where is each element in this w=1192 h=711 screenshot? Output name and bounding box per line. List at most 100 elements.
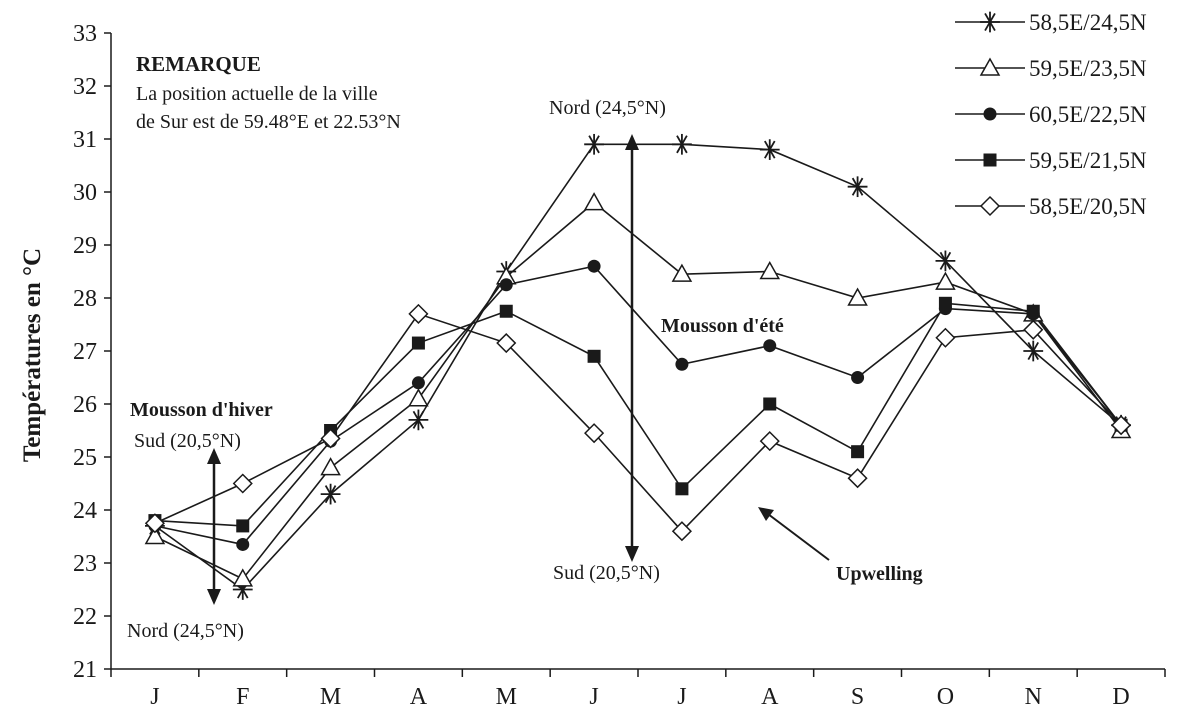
y-tick-label: 23 — [73, 551, 97, 577]
series-5-point — [232, 473, 253, 494]
legend-item: 59,5E/23,5N — [955, 56, 1147, 81]
x-tick-label: O — [937, 684, 954, 710]
y-tick-label: 32 — [73, 74, 97, 100]
legend-label: 59,5E/21,5N — [1029, 148, 1147, 173]
legend-marker — [979, 57, 1001, 76]
series-3-point — [499, 278, 513, 292]
series-1-point — [672, 133, 692, 155]
x-tick-label: J — [150, 684, 159, 710]
legend-marker — [980, 11, 1000, 33]
series-1-point — [847, 176, 868, 198]
legend-marker — [979, 195, 1001, 217]
series-1-point — [759, 139, 780, 160]
series-5-point — [1111, 415, 1132, 436]
series-2-point — [408, 388, 429, 407]
series-lines — [154, 143, 1122, 591]
series-line-3 — [154, 265, 1122, 546]
series-2-point — [144, 525, 166, 545]
series-5-point — [1023, 319, 1044, 340]
remark-line-1: La position actuelle de la ville — [136, 83, 378, 105]
x-tick-label: F — [236, 684, 249, 710]
legend: 58,5E/24,5N 59,5E/23,5N 60,5E/22,5N 59,5E/2… — [955, 10, 1147, 219]
series-2-point — [671, 263, 693, 282]
legend-label: 58,5E/24,5N — [1029, 10, 1147, 35]
legend-label: 59,5E/23,5N — [1029, 56, 1147, 81]
series-4-point — [938, 296, 952, 310]
series-1-point — [584, 133, 604, 155]
series-2-point — [583, 192, 605, 211]
y-tick-label: 25 — [73, 445, 97, 471]
series-5-point — [847, 468, 868, 489]
winter-double-arrow — [207, 448, 221, 605]
remark-title: REMARQUE — [136, 52, 261, 76]
series-4-point — [763, 397, 777, 411]
summer-monsoon-label: Mousson d'été — [661, 315, 784, 337]
series-5-point — [671, 521, 692, 542]
legend-item: 58,5E/20,5N — [955, 194, 1147, 219]
x-tick-label: J — [677, 684, 686, 710]
series-4-point — [499, 304, 513, 318]
x-tick-label: A — [410, 684, 428, 710]
y-tick-label: 21 — [73, 657, 97, 683]
series-5-point — [320, 428, 341, 449]
series-4-point — [411, 336, 425, 350]
series-2-point — [320, 457, 341, 476]
series-1-point — [935, 250, 956, 272]
series-2-point — [935, 271, 956, 290]
series-3-point — [236, 537, 250, 551]
y-tick-label: 24 — [73, 498, 97, 524]
legend-label: 60,5E/22,5N — [1029, 102, 1147, 127]
series-3-point — [587, 259, 601, 273]
axes: 21 22 23 24 25 26 27 28 29 30 31 32 33 J F M A M J J A S O N D — [73, 21, 1166, 710]
legend-label: 58,5E/20,5N — [1029, 194, 1147, 219]
series-3-point — [763, 339, 777, 353]
legend-marker — [983, 153, 997, 167]
series-1-point — [408, 409, 429, 431]
x-tick-label: J — [589, 684, 598, 710]
y-tick-label: 31 — [73, 127, 97, 153]
legend-marker — [983, 107, 997, 121]
series-4-point — [851, 445, 865, 459]
series-3-point — [851, 371, 865, 384]
series-1-point — [320, 483, 341, 505]
x-tick-label: M — [320, 684, 341, 710]
y-tick-label: 28 — [73, 286, 97, 312]
x-tick-label: N — [1025, 684, 1042, 710]
y-tick-label: 26 — [73, 392, 97, 418]
series-3-point — [411, 376, 425, 390]
series-line-2 — [154, 201, 1122, 580]
summer-double-arrow — [625, 134, 639, 562]
series-5-point — [496, 332, 517, 354]
winter-monsoon-label: Mousson d'hiver — [130, 399, 273, 421]
series-line-4 — [154, 302, 1122, 527]
upwelling-label: Upwelling — [836, 563, 923, 585]
series-4-point — [236, 519, 250, 533]
upwelling-arrow — [758, 507, 830, 561]
winter-south-label: Sud (20,5°N) — [134, 430, 241, 452]
y-axis-title: Températures en °C — [19, 248, 46, 462]
series-5-point — [408, 303, 429, 324]
x-tick-label: A — [761, 684, 779, 710]
y-tick-label: 22 — [73, 604, 97, 630]
legend-item: 60,5E/22,5N — [955, 102, 1147, 127]
series-5-point — [759, 431, 780, 452]
remark-line-2: de Sur est de 59.48°E et 22.53°N — [136, 111, 401, 133]
y-tick-label: 27 — [73, 339, 97, 365]
series-2-point — [847, 287, 868, 306]
series-line-1 — [154, 143, 1122, 591]
series-4-point — [1026, 304, 1040, 318]
series-5-point — [584, 423, 605, 444]
y-tick-label: 29 — [73, 233, 97, 259]
series-2-point — [759, 260, 781, 280]
x-tick-label: S — [851, 684, 864, 710]
series-1-point — [1023, 340, 1044, 362]
series-4-point — [675, 482, 689, 496]
y-tick-label: 30 — [73, 180, 97, 206]
series-markers — [144, 133, 1132, 600]
legend-item: 58,5E/24,5N — [955, 10, 1147, 35]
series-line-5 — [154, 312, 1122, 533]
series-5-point — [935, 327, 956, 348]
y-tick-label: 33 — [73, 21, 97, 47]
summer-north-label: Nord (24,5°N) — [549, 97, 666, 119]
